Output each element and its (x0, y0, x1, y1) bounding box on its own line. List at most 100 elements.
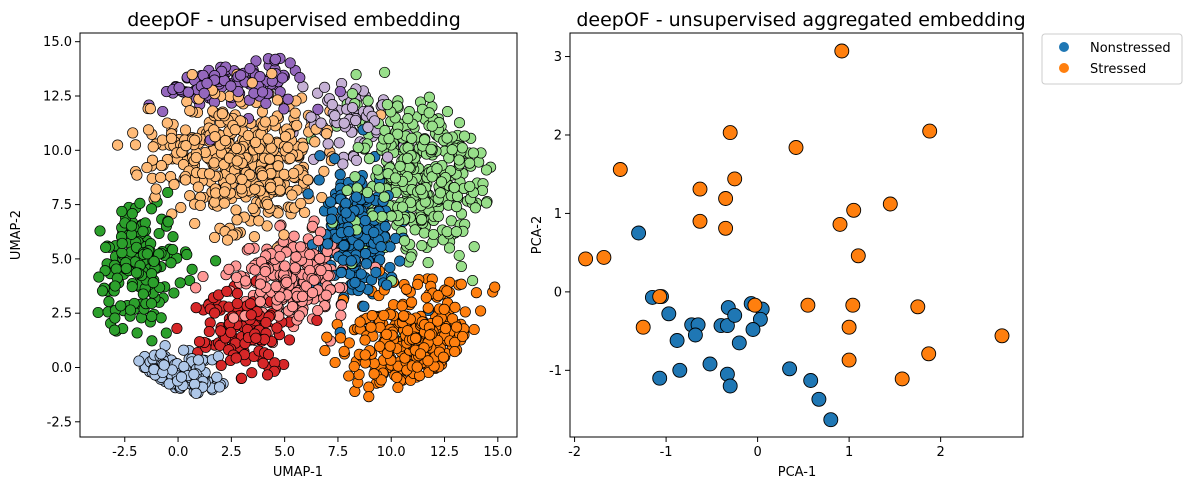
embedding-point (302, 174, 314, 186)
embedding-point (288, 230, 300, 242)
embedding-point (453, 154, 465, 166)
left-plot-frame (79, 32, 518, 438)
embedding-point (161, 117, 173, 129)
embedding-point (449, 346, 461, 358)
embedding-point (424, 329, 436, 341)
right-y-axis: -1 0 1 2 3 (549, 50, 570, 379)
embedding-point (209, 196, 221, 208)
x-tick-label: 10.0 (377, 445, 406, 460)
embedding-point (153, 227, 165, 240)
point-stressed (788, 140, 804, 155)
embedding-point (406, 296, 418, 308)
point-stressed (718, 220, 734, 236)
y-tick-label: 0.0 (51, 361, 72, 376)
legend-label-nonstressed: Nonstressed (1090, 41, 1171, 56)
embedding-point (432, 210, 444, 222)
embedding-point (194, 199, 206, 211)
embedding-point (414, 348, 427, 360)
embedding-point (243, 243, 255, 255)
embedding-point (214, 339, 226, 352)
legend-marker-stressed (1059, 63, 1069, 73)
embedding-point (179, 124, 192, 136)
point-nonstressed (731, 335, 747, 351)
embedding-point (274, 250, 286, 263)
embedding-point (168, 178, 180, 191)
embedding-point (319, 81, 331, 93)
y-tick-label: 2 (554, 128, 562, 143)
embedding-point (458, 130, 471, 142)
embedding-point (134, 197, 146, 209)
embedding-point (295, 197, 307, 209)
embedding-point (213, 381, 226, 393)
y-tick-label: 3 (554, 50, 562, 65)
embedding-point (467, 275, 479, 287)
embedding-point (279, 131, 292, 143)
embedding-point (131, 327, 143, 339)
embedding-point (209, 307, 221, 319)
embedding-point (147, 277, 159, 289)
point-nonstressed (669, 333, 685, 348)
y-tick-label: -2.5 (47, 415, 72, 430)
embedding-point (192, 181, 204, 193)
embedding-point (181, 249, 193, 261)
embedding-point (402, 325, 414, 337)
embedding-point (249, 136, 262, 148)
embedding-point (193, 336, 206, 348)
embedding-point (230, 204, 242, 216)
embedding-point (338, 345, 350, 357)
point-stressed (718, 191, 734, 206)
embedding-point (457, 330, 469, 343)
embedding-point (293, 310, 305, 322)
embedding-point (464, 157, 476, 169)
embedding-point (197, 270, 209, 283)
point-nonstressed (631, 225, 647, 241)
embedding-point (171, 322, 183, 334)
embedding-point (350, 69, 362, 81)
embedding-point (208, 157, 220, 169)
embedding-point (314, 150, 326, 162)
point-stressed (612, 162, 628, 177)
embedding-point (230, 352, 242, 364)
embedding-point (435, 176, 448, 188)
embedding-point (382, 151, 394, 163)
embedding-point (150, 183, 162, 195)
right-y-axis-label: PCA-2 (530, 216, 545, 255)
embedding-point (190, 302, 202, 314)
left-chart-title: deepOF - unsupervised embedding (127, 9, 461, 31)
embedding-point (312, 304, 324, 317)
embedding-point (340, 197, 352, 209)
x-tick-label: 0.0 (168, 445, 189, 460)
embedding-point (383, 133, 395, 145)
left-y-axis: -2.5 0.0 2.5 5.0 7.5 10.0 12.5 15.0 (43, 35, 80, 430)
embedding-point (190, 387, 202, 399)
point-stressed (894, 371, 910, 387)
point-stressed (747, 297, 763, 313)
embedding-point (165, 257, 177, 269)
embedding-point (94, 225, 106, 237)
embedding-point (416, 214, 428, 226)
embedding-point (400, 283, 412, 295)
embedding-point (455, 278, 467, 290)
embedding-point (145, 297, 158, 310)
embedding-point (155, 172, 167, 184)
embedding-point (254, 278, 266, 290)
legend-frame (1041, 33, 1183, 85)
embedding-point (272, 160, 284, 172)
embedding-point (378, 191, 390, 203)
point-nonstressed (719, 318, 735, 334)
embedding-point (480, 197, 493, 209)
embedding-point (354, 316, 366, 328)
y-tick-label: 5.0 (51, 252, 72, 267)
embedding-point (145, 203, 158, 215)
embedding-point (230, 142, 243, 154)
point-stressed (882, 196, 898, 212)
embedding-point (422, 302, 434, 314)
embedding-point (341, 184, 353, 196)
x-tick-label: 12.5 (430, 445, 459, 460)
embedding-point (155, 160, 167, 172)
point-stressed (841, 319, 857, 335)
embedding-point (389, 172, 402, 184)
embedding-point (254, 71, 266, 83)
embedding-point (437, 351, 450, 363)
right-scatter-points (578, 43, 1010, 428)
